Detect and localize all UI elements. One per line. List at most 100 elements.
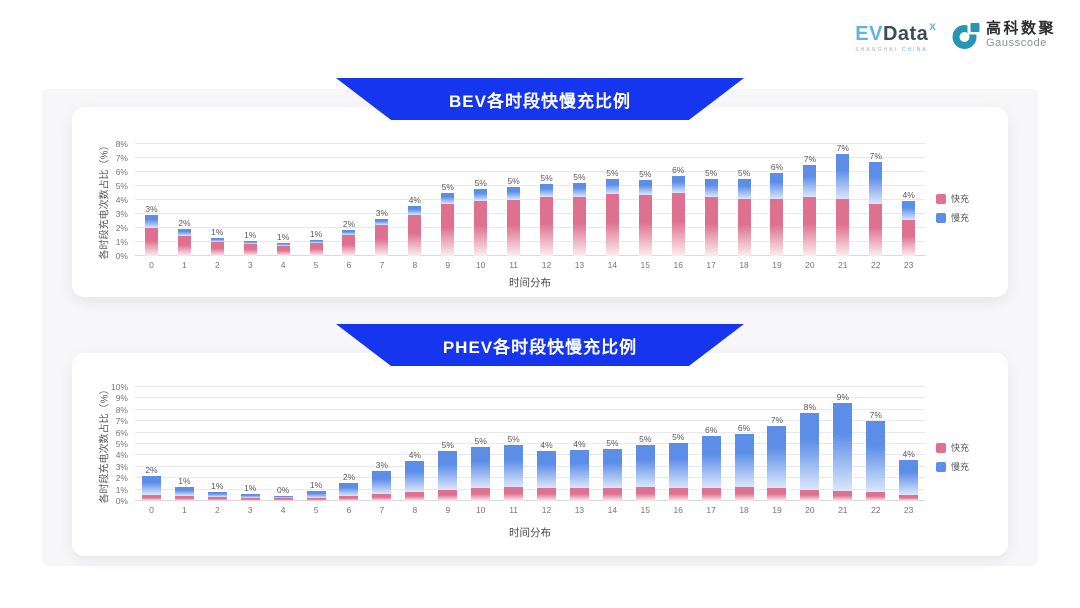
stacked-bar-hour-1[interactable] xyxy=(174,487,194,501)
fast-charge-segment[interactable] xyxy=(671,193,685,256)
stacked-bar-hour-16[interactable] xyxy=(671,176,685,256)
stacked-bar-hour-19[interactable] xyxy=(770,173,784,256)
stacked-bar-hour-14[interactable] xyxy=(602,448,622,501)
slow-charge-segment[interactable] xyxy=(602,448,622,489)
fast-charge-segment[interactable] xyxy=(668,487,688,501)
stacked-bar-hour-21[interactable] xyxy=(833,402,853,501)
fast-charge-segment[interactable] xyxy=(141,495,161,501)
slow-charge-segment[interactable] xyxy=(800,413,820,490)
fast-charge-segment[interactable] xyxy=(540,197,554,256)
stacked-bar-hour-19[interactable] xyxy=(767,425,787,501)
fast-charge-segment[interactable] xyxy=(507,200,521,256)
fast-charge-segment[interactable] xyxy=(306,497,326,501)
slow-charge-segment[interactable] xyxy=(869,162,883,205)
fast-charge-segment[interactable] xyxy=(339,495,359,501)
slow-charge-segment[interactable] xyxy=(836,154,850,199)
fast-charge-segment[interactable] xyxy=(375,225,389,256)
slow-charge-segment[interactable] xyxy=(405,461,425,492)
stacked-bar-hour-17[interactable] xyxy=(704,179,718,256)
fast-charge-segment[interactable] xyxy=(144,228,158,256)
legend-item-fast[interactable]: 快充 xyxy=(936,441,992,454)
fast-charge-segment[interactable] xyxy=(240,497,260,501)
slow-charge-segment[interactable] xyxy=(899,459,919,495)
stacked-bar-hour-13[interactable] xyxy=(572,182,586,257)
slow-charge-segment[interactable] xyxy=(504,445,524,488)
slow-charge-segment[interactable] xyxy=(605,179,619,195)
stacked-bar-hour-10[interactable] xyxy=(471,447,491,501)
fast-charge-segment[interactable] xyxy=(701,487,721,501)
slow-charge-segment[interactable] xyxy=(306,490,326,498)
stacked-bar-hour-18[interactable] xyxy=(734,433,754,501)
legend-item-fast[interactable]: 快充 xyxy=(936,192,992,205)
slow-charge-segment[interactable] xyxy=(243,240,257,245)
slow-charge-segment[interactable] xyxy=(177,229,191,237)
slow-charge-segment[interactable] xyxy=(471,447,491,489)
fast-charge-segment[interactable] xyxy=(902,219,916,256)
fast-charge-segment[interactable] xyxy=(737,198,751,256)
fast-charge-segment[interactable] xyxy=(635,487,655,501)
legend-item-slow[interactable]: 慢充 xyxy=(936,211,992,224)
stacked-bar-hour-5[interactable] xyxy=(306,490,326,501)
slow-charge-segment[interactable] xyxy=(342,230,356,235)
stacked-bar-hour-23[interactable] xyxy=(902,201,916,256)
stacked-bar-hour-5[interactable] xyxy=(309,239,323,256)
slow-charge-segment[interactable] xyxy=(540,183,554,198)
slow-charge-segment[interactable] xyxy=(902,201,916,220)
fast-charge-segment[interactable] xyxy=(471,488,491,501)
stacked-bar-hour-23[interactable] xyxy=(899,459,919,501)
slow-charge-segment[interactable] xyxy=(309,239,323,244)
stacked-bar-hour-4[interactable] xyxy=(276,242,290,256)
fast-charge-segment[interactable] xyxy=(869,204,883,256)
slow-charge-segment[interactable] xyxy=(767,425,787,489)
slow-charge-segment[interactable] xyxy=(701,436,721,488)
slow-charge-segment[interactable] xyxy=(734,433,754,488)
fast-charge-segment[interactable] xyxy=(372,494,392,501)
stacked-bar-hour-3[interactable] xyxy=(240,494,260,501)
slow-charge-segment[interactable] xyxy=(833,402,853,491)
stacked-bar-hour-22[interactable] xyxy=(869,162,883,256)
fast-charge-segment[interactable] xyxy=(273,498,293,501)
stacked-bar-hour-6[interactable] xyxy=(339,482,359,501)
stacked-bar-hour-14[interactable] xyxy=(605,179,619,256)
slow-charge-segment[interactable] xyxy=(635,445,655,488)
stacked-bar-hour-6[interactable] xyxy=(342,230,356,256)
fast-charge-segment[interactable] xyxy=(441,204,455,256)
slow-charge-segment[interactable] xyxy=(572,182,586,197)
fast-charge-segment[interactable] xyxy=(309,243,323,256)
stacked-bar-hour-2[interactable] xyxy=(210,237,224,256)
stacked-bar-hour-16[interactable] xyxy=(668,442,688,501)
stacked-bar-hour-0[interactable] xyxy=(141,475,161,501)
stacked-bar-hour-11[interactable] xyxy=(504,445,524,501)
stacked-bar-hour-7[interactable] xyxy=(372,471,392,501)
slow-charge-segment[interactable] xyxy=(866,421,886,492)
stacked-bar-hour-3[interactable] xyxy=(243,240,257,256)
fast-charge-segment[interactable] xyxy=(572,196,586,256)
slow-charge-segment[interactable] xyxy=(507,187,521,200)
fast-charge-segment[interactable] xyxy=(734,487,754,501)
stacked-bar-hour-21[interactable] xyxy=(836,154,850,256)
slow-charge-segment[interactable] xyxy=(375,218,389,226)
slow-charge-segment[interactable] xyxy=(408,205,422,216)
stacked-bar-hour-7[interactable] xyxy=(375,218,389,256)
stacked-bar-hour-9[interactable] xyxy=(438,450,458,501)
stacked-bar-hour-13[interactable] xyxy=(569,449,589,501)
fast-charge-segment[interactable] xyxy=(602,488,622,501)
slow-charge-segment[interactable] xyxy=(240,494,260,498)
stacked-bar-hour-10[interactable] xyxy=(474,188,488,256)
slow-charge-segment[interactable] xyxy=(372,471,392,495)
slow-charge-segment[interactable] xyxy=(803,165,817,198)
fast-charge-segment[interactable] xyxy=(800,489,820,501)
slow-charge-segment[interactable] xyxy=(141,475,161,496)
slow-charge-segment[interactable] xyxy=(638,180,652,196)
stacked-bar-hour-9[interactable] xyxy=(441,193,455,256)
fast-charge-segment[interactable] xyxy=(605,194,619,256)
slow-charge-segment[interactable] xyxy=(339,482,359,496)
fast-charge-segment[interactable] xyxy=(438,489,458,501)
stacked-bar-hour-15[interactable] xyxy=(635,445,655,501)
fast-charge-segment[interactable] xyxy=(899,494,919,501)
slow-charge-segment[interactable] xyxy=(770,173,784,199)
slow-charge-segment[interactable] xyxy=(210,237,224,242)
slow-charge-segment[interactable] xyxy=(144,215,158,228)
fast-charge-segment[interactable] xyxy=(408,215,422,256)
fast-charge-segment[interactable] xyxy=(504,487,524,501)
